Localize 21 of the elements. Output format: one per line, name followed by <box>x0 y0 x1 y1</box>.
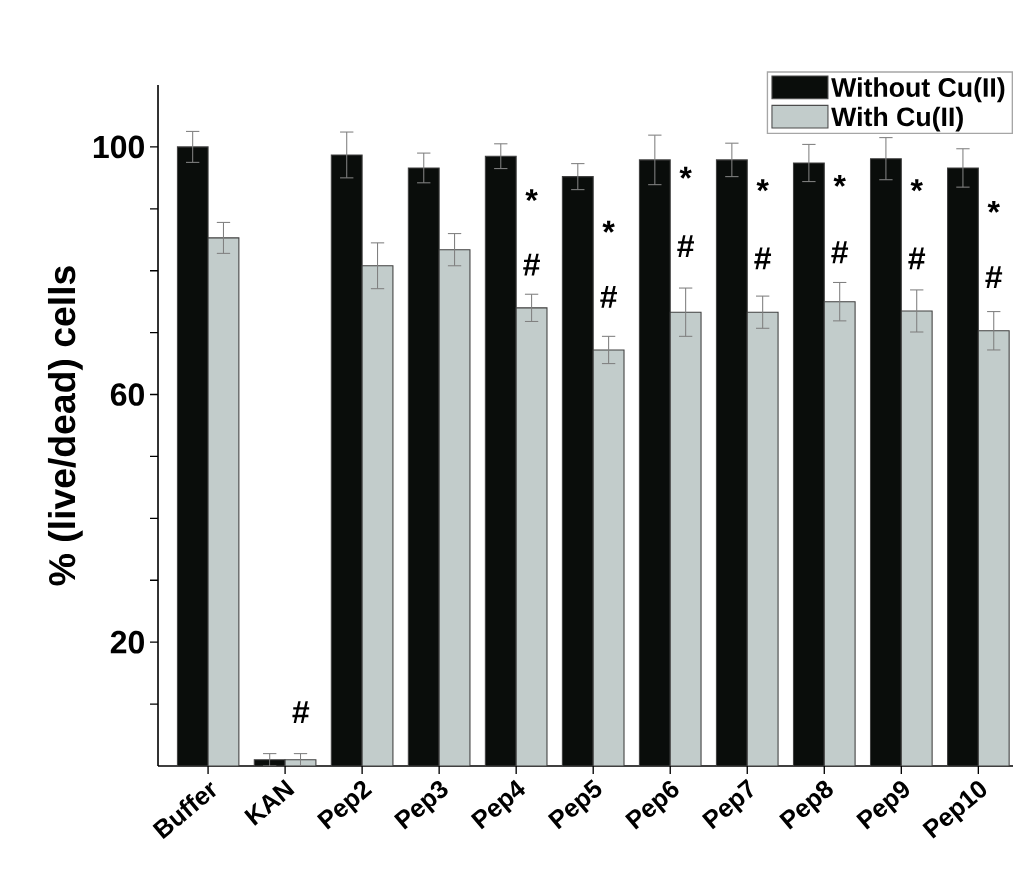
annotation: * <box>833 174 846 187</box>
y-tick-label: 60 <box>110 383 144 406</box>
annotation: # <box>985 266 1003 288</box>
y-tick-label: 20 <box>110 630 144 654</box>
annotation: * <box>602 220 615 233</box>
annotation: # <box>754 247 772 270</box>
y-axis-title: % (live/dead) cells <box>47 266 83 586</box>
annotation: * <box>987 200 1000 213</box>
annotation: * <box>910 179 923 192</box>
annotation: * <box>679 166 692 179</box>
legend-label: With Cu(II) <box>831 106 963 132</box>
legend-label: Without Cu(II) <box>831 77 1005 103</box>
annotation: # <box>523 253 540 276</box>
annotation: # <box>677 235 695 257</box>
annotation: * <box>756 179 769 192</box>
annotation: # <box>908 247 926 270</box>
annotation: # <box>831 241 849 264</box>
annotation: # <box>292 701 310 724</box>
annotation: * <box>525 189 538 202</box>
annotation: # <box>600 285 617 308</box>
y-tick-label: 100 <box>93 135 144 159</box>
